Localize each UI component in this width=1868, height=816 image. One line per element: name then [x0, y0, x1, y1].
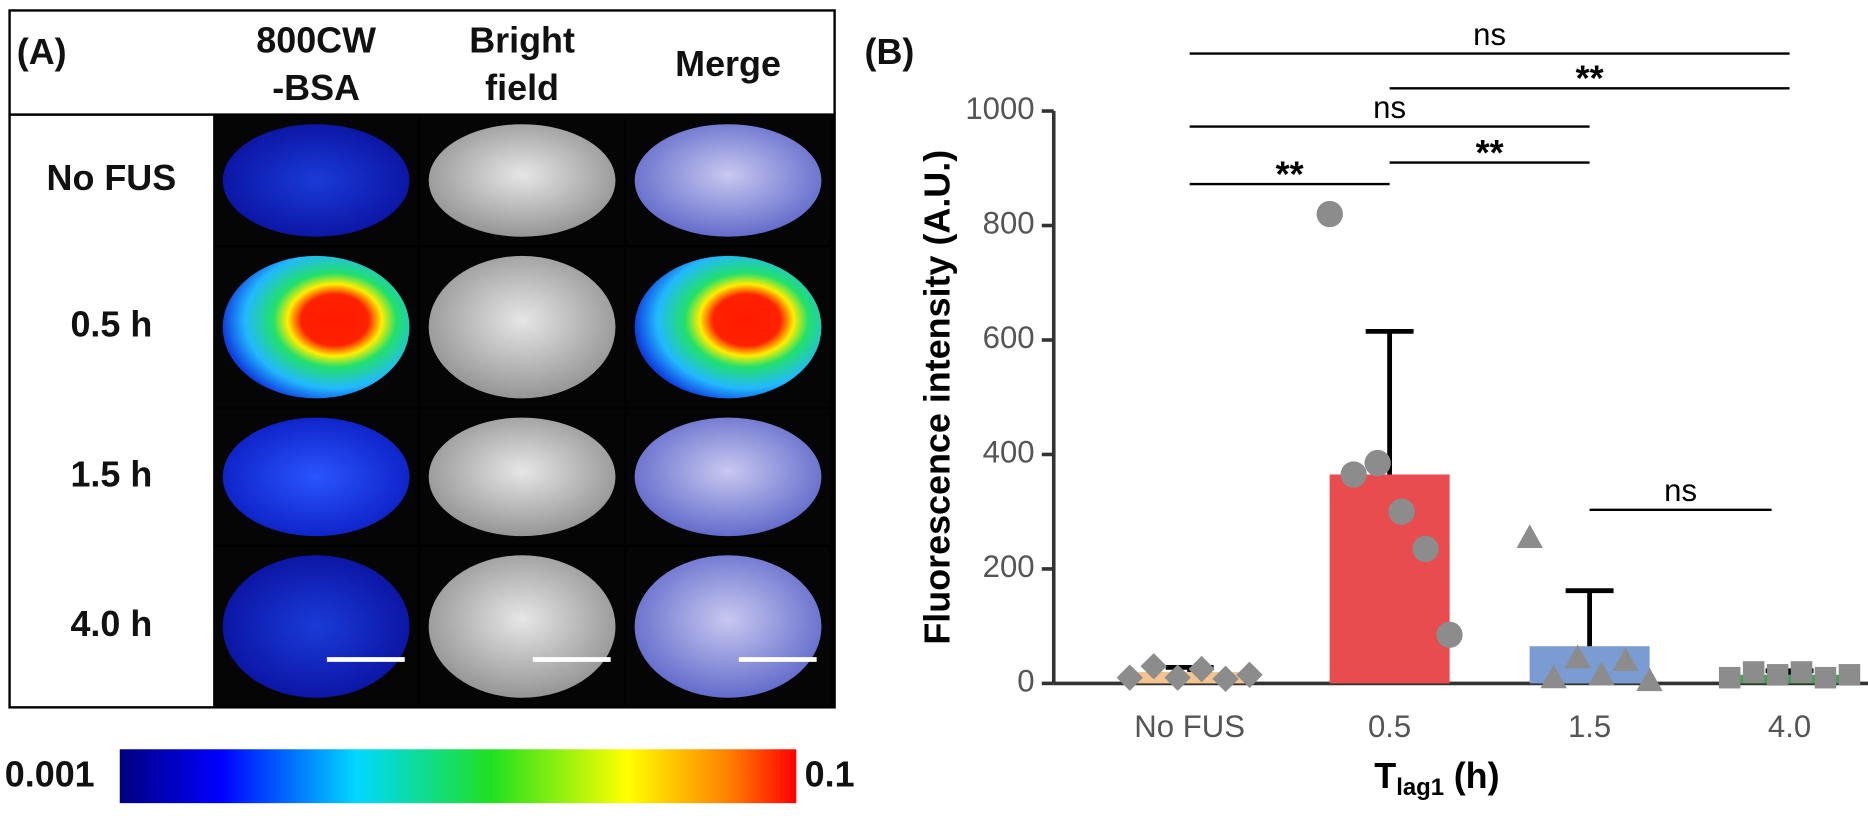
data-point [1436, 621, 1463, 648]
data-point [1188, 655, 1215, 683]
panel-label: (B) [865, 31, 915, 72]
tissue-image [634, 255, 822, 399]
data-point [1588, 661, 1615, 686]
x-label-main: T [1374, 756, 1396, 797]
panel-b: (B) Fluorescence intensity (A.U.) Tlag1 (… [865, 17, 1868, 801]
bar [1729, 674, 1850, 684]
tissue-image [428, 124, 616, 237]
data-point [1212, 665, 1239, 693]
x-tick-label: No FUS [1134, 709, 1245, 744]
panel-label: (A) [17, 31, 67, 72]
row-label: 4.0 h [70, 603, 152, 644]
bar [1329, 474, 1450, 684]
row-label: No FUS [47, 157, 177, 198]
significance-label: ns [1473, 17, 1506, 52]
data-point [1564, 644, 1591, 669]
tissue-image [634, 124, 822, 237]
data-point [1814, 666, 1837, 689]
error-bar [1565, 588, 1614, 647]
column-header: -BSA [272, 67, 360, 108]
y-tick-label: 600 [983, 320, 1035, 355]
significance-label: ** [1476, 132, 1504, 173]
column-header: field [485, 67, 559, 108]
row-label: 0.5 h [70, 304, 152, 345]
row-label: 1.5 h [70, 453, 152, 494]
x-tick-label: 0.5 [1368, 709, 1411, 744]
column-header: Bright [469, 19, 575, 60]
column-header: 800CW [256, 19, 376, 60]
panel-a: (A) 0.001 0.1 800CW -BSA Bright field Merge N… [5, 9, 855, 804]
x-label-unit: (h) [1454, 756, 1500, 797]
data-point [1612, 647, 1639, 672]
y-tick-label: 0 [1017, 664, 1034, 699]
tissue-image [222, 124, 410, 237]
data-point [1766, 664, 1789, 686]
tissue-image [634, 417, 822, 537]
tissue-image [428, 555, 616, 698]
significance-label: ns [1373, 90, 1406, 125]
tissue-image [428, 255, 616, 399]
x-axis-label: Tlag1 (h) [1374, 756, 1499, 801]
tissue-image [634, 555, 822, 698]
x-tick-label: 1.5 [1568, 709, 1611, 744]
data-point [1742, 661, 1765, 683]
data-point [1516, 524, 1543, 548]
tissue-image [428, 417, 616, 537]
colorbar-min: 0.001 [5, 753, 95, 794]
data-point [1412, 535, 1439, 563]
significance-label: ** [1276, 153, 1304, 194]
y-tick-label: 800 [983, 206, 1035, 241]
x-label-sub: lag1 [1396, 774, 1444, 801]
data-point [1340, 461, 1367, 488]
tissue-image [222, 555, 410, 698]
y-tick-label: 400 [983, 435, 1035, 470]
data-point [1116, 664, 1143, 691]
data-point [1236, 661, 1263, 688]
error-bar [1365, 329, 1414, 475]
data-point [1636, 667, 1663, 692]
tissue-image [222, 417, 410, 537]
significance-label: ns [1664, 473, 1697, 508]
data-point [1718, 666, 1741, 689]
y-axis-label: Fluorescence intensity (A.U.) [916, 150, 957, 645]
data-point [1540, 664, 1567, 689]
data-point [1790, 661, 1813, 683]
column-header: Merge [675, 43, 781, 84]
colorbar-max: 0.1 [805, 753, 855, 794]
significance-label: ** [1576, 58, 1604, 99]
y-tick-label: 200 [983, 549, 1035, 584]
data-point [1364, 449, 1391, 477]
tissue-image [222, 255, 410, 399]
data-point [1838, 664, 1861, 686]
data-point [1316, 200, 1343, 228]
x-tick-label: 4.0 [1768, 709, 1811, 744]
y-tick-label: 1000 [965, 91, 1034, 126]
data-point [1388, 498, 1415, 525]
colorbar [119, 749, 797, 804]
